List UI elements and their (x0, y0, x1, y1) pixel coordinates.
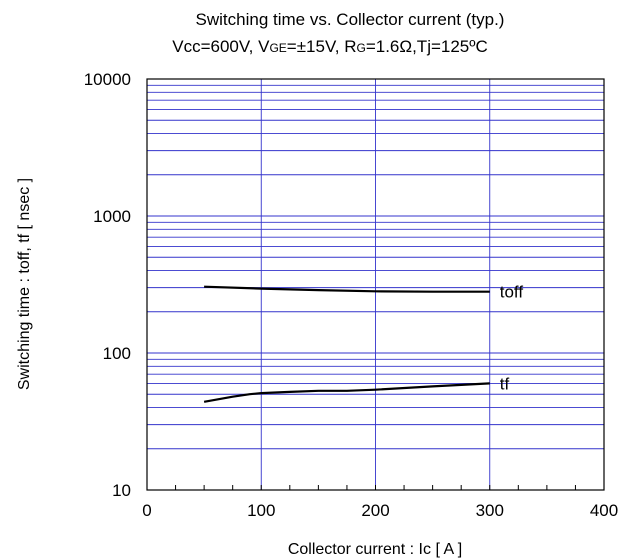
y-tick-label-100: 100 (103, 344, 131, 363)
x-tick-label-300: 300 (476, 501, 504, 520)
subtitle-vge-subscript: GE (269, 41, 286, 55)
series-line-toff (204, 285, 490, 293)
series-labels: toff tf (500, 283, 524, 394)
y-tick-label-10000: 10000 (84, 70, 131, 89)
data-series (203, 285, 490, 403)
x-tick-label-400: 400 (590, 501, 618, 520)
grid-lines (147, 79, 604, 490)
x-axis-label: Collector current : Ic [ A ] (288, 541, 462, 558)
series-label-toff: toff (500, 283, 524, 302)
subtitle-vge-value: =±15V, R (287, 37, 357, 56)
chart-subtitle: Vcc=600V, VGE=±15V, RG=1.6Ω,Tj=125ºC (172, 37, 488, 56)
chart-title: Switching time vs. Collector current (ty… (196, 10, 505, 29)
tick-labels: 0 100 200 300 400 10 100 1000 10000 (84, 70, 618, 520)
subtitle-rg-value: =1.6Ω,Tj=125ºC (366, 37, 488, 56)
y-axis-label: Switching time : toff, tf [ nsec ] (16, 178, 33, 390)
subtitle-rg-subscript: G (356, 41, 365, 55)
tick-marks (146, 485, 605, 490)
x-tick-label-100: 100 (247, 501, 275, 520)
series-line-tf (203, 382, 490, 403)
subtitle-vcc: Vcc=600V, V (172, 37, 270, 56)
x-tick-label-200: 200 (361, 501, 389, 520)
y-tick-label-10: 10 (112, 481, 131, 500)
series-label-tf: tf (500, 374, 510, 393)
x-tick-label-0: 0 (142, 501, 151, 520)
y-tick-label-1000: 1000 (93, 207, 131, 226)
